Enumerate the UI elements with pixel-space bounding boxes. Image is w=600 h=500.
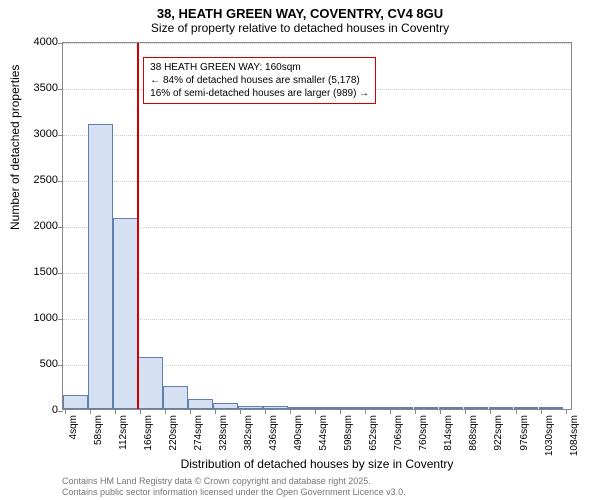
ytick-label: 1500: [18, 266, 58, 278]
ytick-mark: [58, 181, 63, 182]
xtick-label: 166sqm: [143, 415, 154, 451]
xtick-mark: [140, 409, 141, 414]
x-axis-label: Distribution of detached houses by size …: [62, 457, 572, 471]
histogram-bar: [288, 407, 313, 409]
footer-line-1: Contains HM Land Registry data © Crown c…: [62, 476, 406, 487]
histogram-bar: [439, 407, 464, 409]
xtick-mark: [490, 409, 491, 414]
xtick-label: 760sqm: [418, 415, 429, 451]
histogram-bar: [88, 124, 113, 409]
histogram-bar: [363, 407, 388, 409]
ytick-label: 3000: [18, 128, 58, 140]
reference-line: [137, 43, 139, 409]
annotation-line-3: 16% of semi-detached houses are larger (…: [150, 87, 369, 100]
ytick-label: 4000: [18, 36, 58, 48]
xtick-label: 652sqm: [368, 415, 379, 451]
chart-container: 38, HEATH GREEN WAY, COVENTRY, CV4 8GU S…: [0, 0, 600, 500]
histogram-bar: [313, 407, 338, 409]
annotation-line-1: 38 HEATH GREEN WAY: 160sqm: [150, 61, 369, 74]
gridline: [63, 43, 571, 44]
xtick-label: 274sqm: [193, 415, 204, 451]
xtick-label: 328sqm: [218, 415, 229, 451]
xtick-mark: [215, 409, 216, 414]
xtick-mark: [90, 409, 91, 414]
ytick-mark: [58, 43, 63, 44]
ytick-mark: [58, 365, 63, 366]
xtick-label: 544sqm: [318, 415, 329, 451]
xtick-label: 976sqm: [519, 415, 530, 451]
ytick-mark: [58, 411, 63, 412]
histogram-bar: [263, 406, 288, 409]
xtick-label: 1084sqm: [569, 415, 580, 456]
xtick-mark: [240, 409, 241, 414]
ytick-mark: [58, 319, 63, 320]
histogram-bar: [464, 407, 489, 409]
xtick-mark: [115, 409, 116, 414]
ytick-label: 500: [18, 358, 58, 370]
xtick-mark: [290, 409, 291, 414]
gridline: [63, 227, 571, 228]
gridline: [63, 273, 571, 274]
ytick-label: 2500: [18, 174, 58, 186]
ytick-mark: [58, 89, 63, 90]
annotation-line-2: ← 84% of detached houses are smaller (5,…: [150, 74, 369, 87]
xtick-label: 4sqm: [68, 415, 79, 439]
chart-subtitle: Size of property relative to detached ho…: [0, 21, 600, 39]
ytick-label: 1000: [18, 312, 58, 324]
xtick-mark: [465, 409, 466, 414]
ytick-mark: [58, 135, 63, 136]
histogram-bar: [539, 407, 564, 409]
xtick-mark: [566, 409, 567, 414]
xtick-label: 706sqm: [393, 415, 404, 451]
histogram-bar: [338, 407, 363, 409]
xtick-mark: [340, 409, 341, 414]
footer-line-2: Contains public sector information licen…: [62, 487, 406, 498]
xtick-label: 220sqm: [168, 415, 179, 451]
histogram-bar: [138, 357, 163, 409]
histogram-bar: [63, 395, 88, 409]
xtick-label: 58sqm: [93, 415, 104, 445]
xtick-mark: [516, 409, 517, 414]
xtick-label: 112sqm: [118, 415, 129, 450]
xtick-label: 1030sqm: [544, 415, 555, 456]
xtick-mark: [165, 409, 166, 414]
ytick-mark: [58, 273, 63, 274]
chart-title: 38, HEATH GREEN WAY, COVENTRY, CV4 8GU: [0, 0, 600, 21]
histogram-bar: [489, 407, 514, 409]
xtick-mark: [365, 409, 366, 414]
gridline: [63, 181, 571, 182]
ytick-label: 0: [18, 404, 58, 416]
histogram-bar: [163, 386, 188, 409]
xtick-label: 490sqm: [293, 415, 304, 451]
histogram-bar: [514, 407, 539, 409]
xtick-label: 598sqm: [343, 415, 354, 451]
footer-attribution: Contains HM Land Registry data © Crown c…: [62, 476, 406, 498]
ytick-mark: [58, 227, 63, 228]
gridline: [63, 319, 571, 320]
histogram-bar: [113, 218, 138, 409]
xtick-mark: [541, 409, 542, 414]
xtick-mark: [190, 409, 191, 414]
xtick-label: 382sqm: [243, 415, 254, 451]
histogram-bar: [414, 407, 439, 409]
ytick-label: 3500: [18, 82, 58, 94]
xtick-label: 922sqm: [493, 415, 504, 451]
gridline: [63, 135, 571, 136]
plot-area: 4sqm58sqm112sqm166sqm220sqm274sqm328sqm3…: [62, 42, 572, 410]
xtick-label: 436sqm: [268, 415, 279, 451]
annotation-box: 38 HEATH GREEN WAY: 160sqm← 84% of detac…: [143, 57, 376, 104]
xtick-mark: [265, 409, 266, 414]
histogram-bar: [188, 399, 213, 409]
histogram-bar: [388, 407, 413, 409]
histogram-bar: [238, 406, 263, 409]
xtick-mark: [415, 409, 416, 414]
xtick-mark: [315, 409, 316, 414]
xtick-label: 868sqm: [468, 415, 479, 451]
ytick-label: 2000: [18, 220, 58, 232]
xtick-label: 814sqm: [443, 415, 454, 451]
histogram-bar: [213, 403, 238, 409]
xtick-mark: [390, 409, 391, 414]
xtick-mark: [440, 409, 441, 414]
xtick-mark: [65, 409, 66, 414]
